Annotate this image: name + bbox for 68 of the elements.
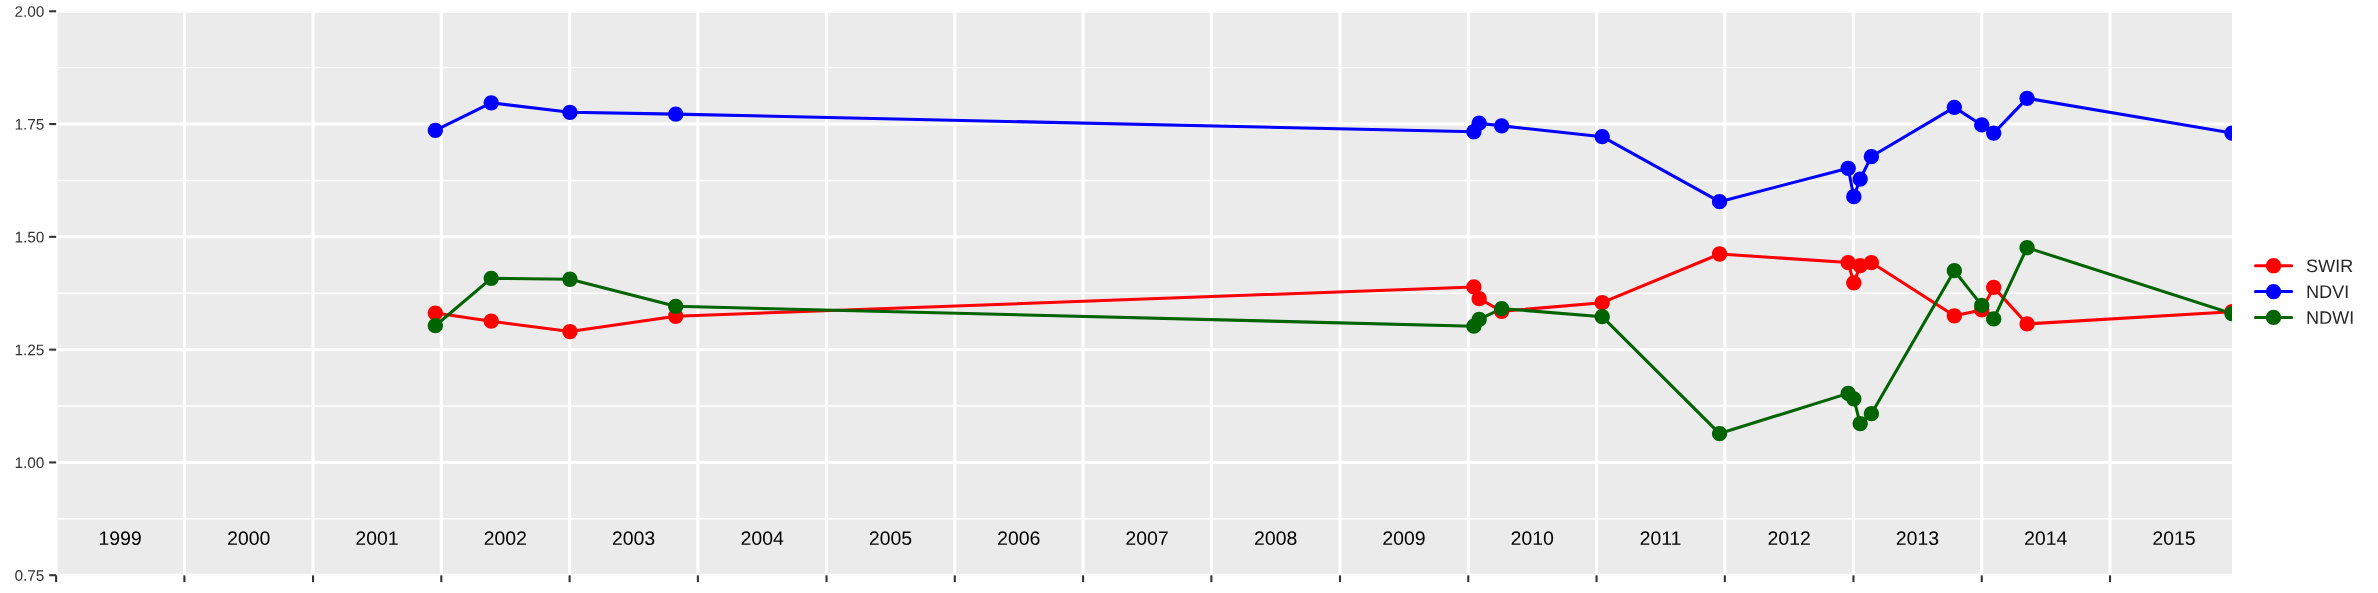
x-tick-label: 1999: [99, 531, 141, 546]
point: [1946, 308, 1962, 324]
y-tick-label: 2.00: [15, 6, 44, 17]
point: [1863, 148, 1880, 165]
y-tick-label: 1.50: [15, 231, 44, 243]
point: [1471, 291, 1487, 307]
point: [1852, 171, 1868, 187]
point: [1466, 279, 1482, 295]
point: [562, 323, 578, 340]
x-tick-label: 2004: [741, 531, 784, 546]
x-tick-label: 2013: [1896, 531, 1939, 546]
point: [668, 106, 684, 122]
point: [1711, 194, 1728, 210]
point: [1863, 254, 1880, 271]
point: [2019, 240, 2035, 256]
point: [1711, 425, 1728, 442]
x-tick-label: 2001: [356, 531, 398, 546]
x-tick-label: 2015: [2153, 531, 2195, 546]
point: [1594, 129, 1610, 145]
point: [1846, 391, 1862, 407]
point: [1974, 117, 1990, 133]
point: [1863, 406, 1880, 422]
point: [1594, 309, 1610, 325]
point: [1946, 263, 1962, 279]
point: [1946, 99, 1962, 115]
legend-label: NDVI: [2307, 285, 2348, 298]
point: [1471, 115, 1487, 131]
point: [1986, 125, 2002, 141]
point: [1840, 254, 1856, 271]
x-tick-label: 2012: [1768, 531, 1810, 546]
y-tick-label: 1.25: [15, 344, 44, 356]
point: [2019, 316, 2035, 332]
point: [1986, 311, 2002, 327]
point: [668, 298, 684, 314]
y-tick-label: 1.00: [15, 457, 44, 469]
point: [1840, 160, 1856, 176]
x-tick-label: 2011: [1640, 531, 1681, 546]
point: [483, 313, 499, 329]
point: [1986, 279, 2002, 296]
point: [1974, 297, 1990, 314]
x-tick-label: 2007: [1126, 531, 1168, 546]
x-tick-label: 2010: [1511, 531, 1554, 546]
point: [1711, 246, 1728, 262]
x-tick-label: 2014: [2025, 531, 2067, 546]
x-tick-label: 2003: [612, 531, 655, 546]
point: [483, 270, 499, 286]
point: [427, 318, 443, 334]
y-tick-label: 0.75: [15, 570, 44, 581]
x-tick-label: 2008: [1255, 531, 1297, 546]
point: [427, 122, 443, 139]
point: [562, 104, 578, 120]
x-tick-label: 2005: [869, 531, 912, 546]
x-tick-label: 2002: [484, 531, 526, 546]
x-tick-label: 2006: [998, 531, 1040, 546]
point: [1846, 275, 1862, 291]
x-tick-label: 2009: [1383, 531, 1425, 546]
legend-label: SWIR: [2306, 259, 2353, 273]
point: [2019, 90, 2035, 106]
point: [1852, 415, 1868, 432]
point: [1494, 118, 1510, 134]
point: [483, 95, 499, 111]
x-tick-label: 2000: [228, 531, 270, 546]
point: [1471, 311, 1487, 328]
legend-label: NDWI: [2307, 311, 2353, 324]
y-tick-label: 1.75: [15, 119, 44, 130]
point: [1846, 189, 1862, 205]
point: [1594, 295, 1610, 311]
point: [562, 271, 578, 287]
